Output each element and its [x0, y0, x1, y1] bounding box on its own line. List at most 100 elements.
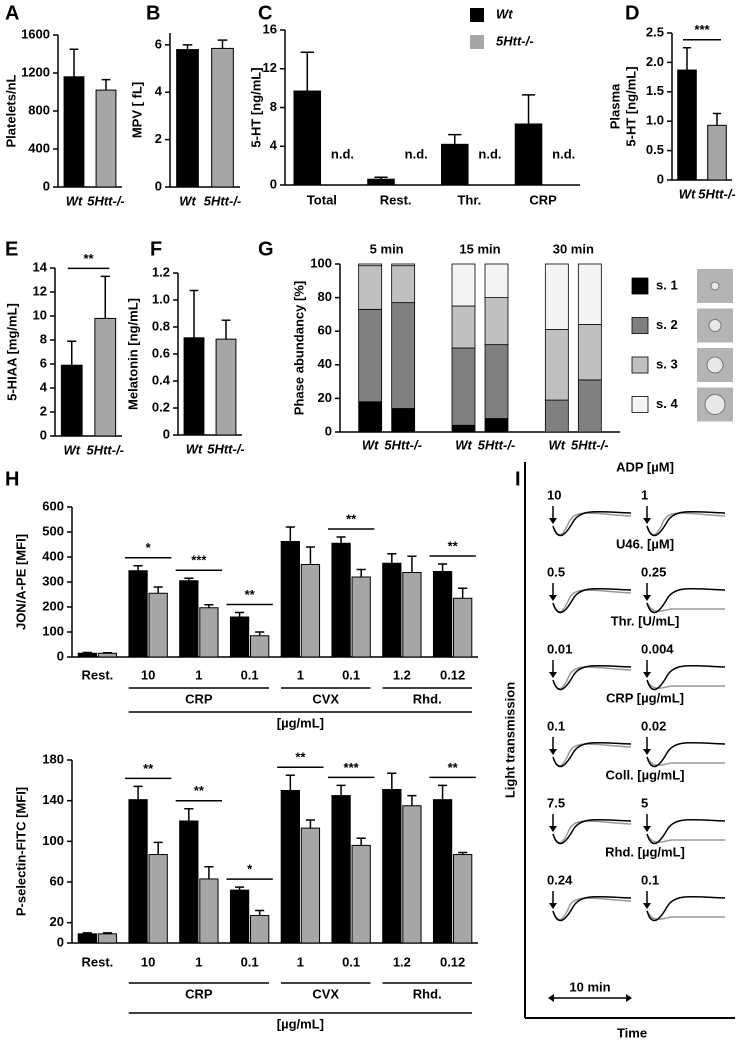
- error-bar: [189, 289, 199, 338]
- x-tick-label: 10: [141, 667, 155, 682]
- y-tick-label: 100: [310, 255, 332, 270]
- significance-label: ***: [191, 553, 207, 568]
- error-bar: [682, 46, 692, 71]
- y-tick-label: 20: [318, 390, 332, 405]
- x-tick-label: Thr.: [457, 192, 481, 207]
- y-tick-label: 1.2: [152, 264, 170, 279]
- panel-label: F: [150, 238, 162, 260]
- arrow-head: [643, 518, 651, 524]
- significance-label: **: [245, 587, 256, 602]
- y-axis-label: 5-HIAA [mg/mL]: [4, 303, 19, 401]
- x-axis-label: Time: [617, 1025, 647, 1040]
- bar: [215, 338, 237, 436]
- arrow-head: [549, 749, 557, 755]
- bar-segment: [358, 265, 383, 310]
- legend-swatch: [631, 396, 649, 413]
- dose-label: 0.01: [547, 641, 572, 656]
- y-axis-label: 5-HT [ng/mL]: [248, 67, 263, 147]
- x-tick-label: 5Htt-/-: [207, 441, 245, 456]
- bar-segment: [358, 263, 383, 267]
- trace-gray: [646, 679, 725, 689]
- y-tick-label: 0: [657, 171, 664, 186]
- bar-segment: [484, 297, 509, 346]
- agonist-label: U46. [µM]: [616, 536, 674, 551]
- error-bar: [204, 866, 214, 879]
- nd-label: n.d.: [405, 146, 428, 161]
- agonist-label: CRP [µg/mL]: [606, 690, 684, 705]
- y-tick-label: 0: [155, 178, 162, 193]
- y-tick-label: 60: [318, 323, 332, 338]
- error-bar: [305, 819, 315, 829]
- error-bar: [184, 808, 194, 821]
- y-tick-label: 200: [42, 598, 64, 613]
- bar: [402, 572, 422, 658]
- error-bar: [438, 563, 448, 572]
- error-bar: [305, 546, 315, 565]
- bar: [250, 635, 270, 658]
- x-tick-label: Wt: [186, 441, 203, 456]
- x-tick-label: Wt: [549, 437, 566, 452]
- x-tick-label: Rest.: [380, 192, 412, 207]
- panel-label: I: [515, 468, 521, 490]
- group-unit: [µg/mL]: [277, 1016, 324, 1031]
- error-bar: [712, 112, 722, 126]
- legend-label: s. 2: [656, 317, 678, 332]
- arrow-head: [643, 672, 651, 678]
- y-tick-label: 20: [50, 914, 64, 929]
- panel-label: G: [258, 238, 274, 260]
- legend-label: s. 1: [656, 277, 678, 292]
- group-label: Rhd.: [413, 691, 442, 706]
- y-tick-label: 800: [28, 102, 50, 117]
- significance-label: ***: [344, 760, 360, 775]
- x-tick-label: Wt: [179, 193, 196, 208]
- error-bar: [182, 44, 193, 50]
- agonist-label: Coll. [µg/mL]: [606, 767, 685, 782]
- y-tick-label: 0: [57, 648, 64, 663]
- y-tick-label: 0: [57, 934, 64, 949]
- bar: [514, 123, 543, 186]
- error-bar: [300, 51, 314, 92]
- x-tick-label: Wt: [455, 437, 472, 452]
- y-tick-label: 0: [43, 178, 50, 193]
- bar: [148, 854, 168, 944]
- y-tick-label: 400: [42, 548, 64, 563]
- trace-black: [646, 895, 726, 922]
- agonist-label: ADP [µM]: [616, 459, 674, 474]
- y-tick-label: 6: [40, 355, 47, 370]
- y-axis-label: Plasma: [607, 83, 622, 129]
- cell-shape: [704, 394, 726, 415]
- x-tick-label: 1: [195, 954, 202, 969]
- trace-gray: [552, 743, 632, 767]
- dose-label: 0.5: [547, 564, 565, 579]
- bar: [229, 616, 250, 658]
- y-tick-label: 4: [155, 84, 163, 99]
- error-bar: [67, 340, 77, 366]
- y-axis-label: 5-HT [ng/mL]: [623, 66, 638, 146]
- y-tick-label: 0: [163, 426, 170, 441]
- legend-swatch: [470, 35, 484, 49]
- x-tick-label: 0.12: [440, 954, 465, 969]
- panel-label: E: [5, 238, 18, 260]
- y-tick-label: 4: [270, 138, 278, 153]
- bar-segment: [544, 329, 569, 401]
- arrow-head: [549, 826, 557, 832]
- bar-segment: [358, 308, 383, 403]
- trace-black: [646, 664, 726, 691]
- group-label: CVX: [312, 691, 339, 706]
- error-bar: [69, 48, 79, 77]
- error-bar: [153, 841, 163, 855]
- bar: [211, 47, 234, 188]
- legend-label: s. 4: [656, 396, 678, 411]
- bar: [300, 564, 321, 658]
- y-tick-label: 140: [42, 792, 64, 807]
- error-bar: [407, 794, 417, 806]
- y-axis-label: Melatonin [ng/mL]: [125, 298, 140, 410]
- x-tick-label: 5Htt-/-: [698, 186, 736, 201]
- bar: [293, 90, 322, 186]
- y-tick-label: 8: [270, 99, 277, 114]
- y-tick-label: 600: [42, 498, 64, 513]
- bar: [280, 790, 300, 944]
- group-label: CVX: [312, 986, 339, 1001]
- bar-segment: [484, 344, 509, 419]
